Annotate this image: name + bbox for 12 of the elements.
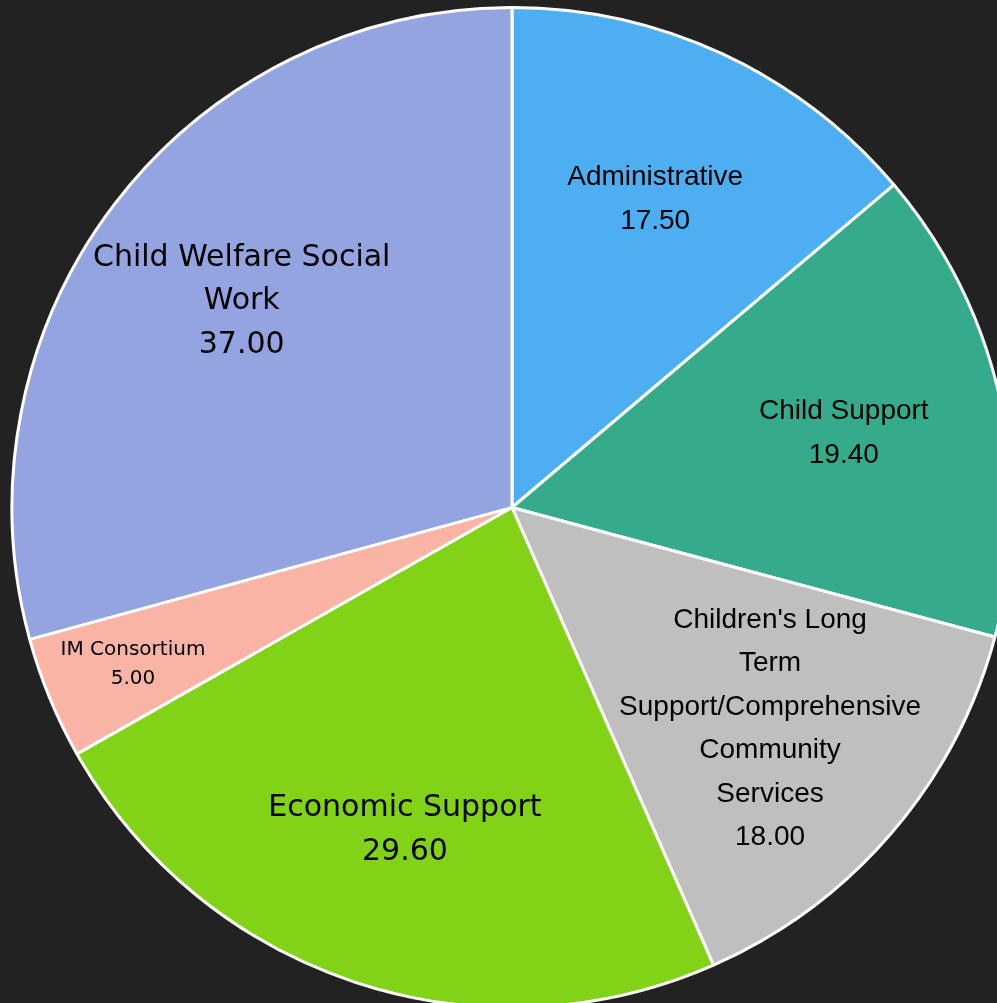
- data-label: 5.00: [110, 664, 156, 689]
- data-label: 18.00: [735, 820, 806, 852]
- data-label: 17.50: [620, 203, 691, 235]
- slice-label: Economic Support: [268, 788, 542, 824]
- slice-label: Administrative: [567, 160, 744, 192]
- slice-label: IM Consortium: [60, 635, 206, 660]
- data-label: 29.60: [361, 831, 448, 867]
- slice-label: Child Welfare Social Work: [92, 237, 391, 317]
- data-label: 19.40: [808, 437, 879, 469]
- slice-label: Children's Long Term Support/Comprehensive Community Services: [619, 602, 922, 808]
- slice-label: Child Support: [758, 394, 929, 426]
- data-label: 37.00: [198, 324, 285, 360]
